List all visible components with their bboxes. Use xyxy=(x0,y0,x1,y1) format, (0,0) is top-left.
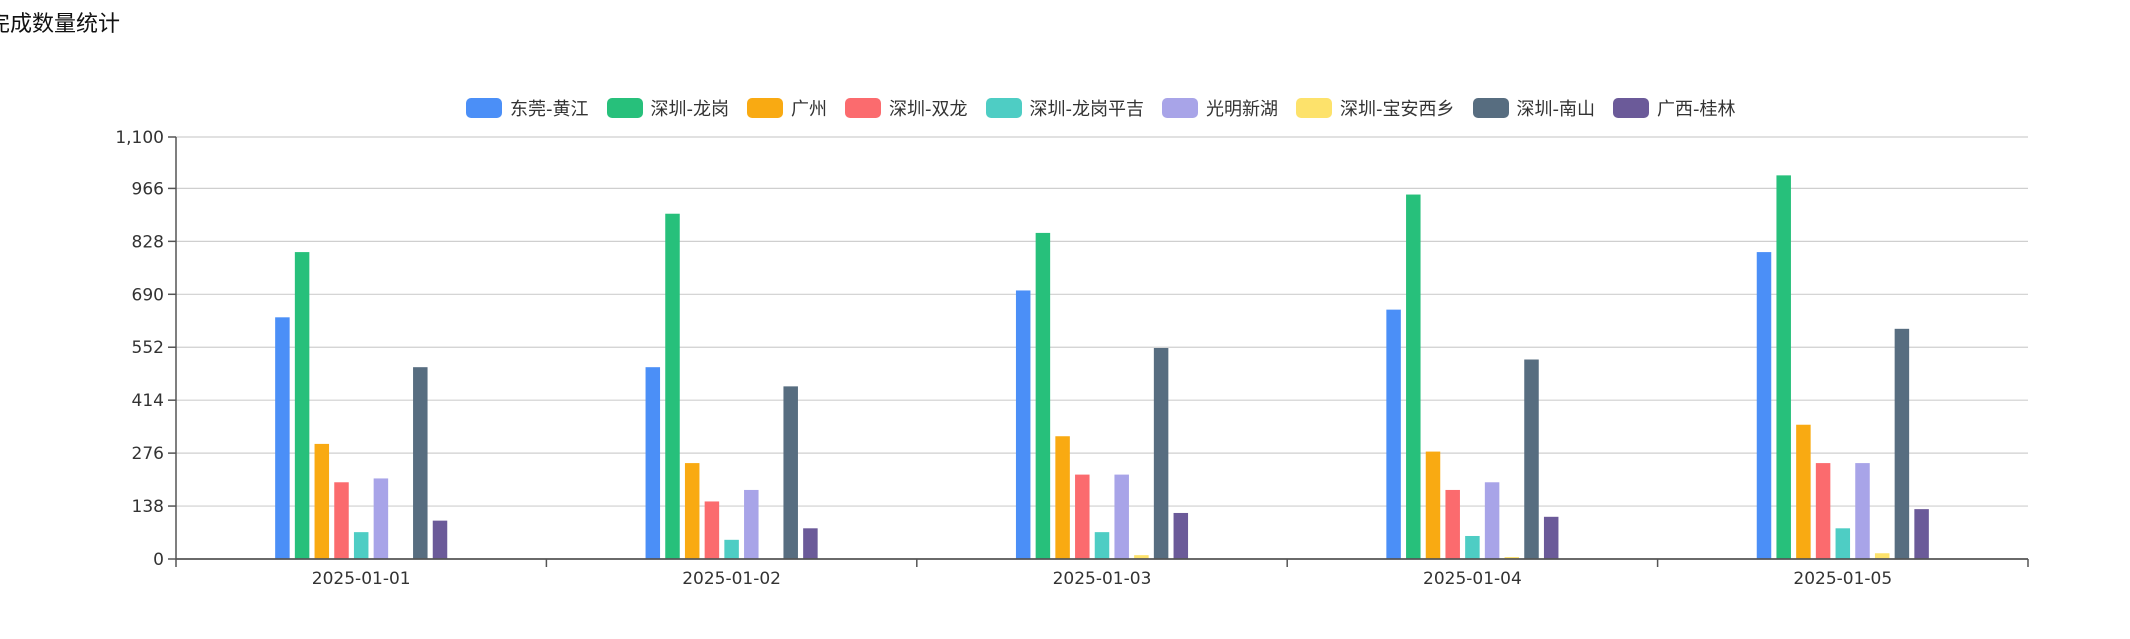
bar[interactable] xyxy=(1015,290,1031,559)
bar[interactable] xyxy=(704,501,720,559)
legend-label: 广西-桂林 xyxy=(1657,99,1736,120)
bar[interactable] xyxy=(1874,553,1890,559)
bar[interactable] xyxy=(1465,535,1480,559)
bars xyxy=(275,175,1929,559)
bar[interactable] xyxy=(1543,516,1559,559)
x-tick-label: 2025-01-01 xyxy=(312,569,411,589)
bar[interactable] xyxy=(432,520,448,559)
page-title: 完成数量统计 xyxy=(0,12,121,37)
bar[interactable] xyxy=(1094,532,1110,559)
bar[interactable] xyxy=(353,532,369,559)
bar[interactable] xyxy=(1406,194,1421,559)
legend-swatch xyxy=(1472,98,1509,118)
bar[interactable] xyxy=(1386,309,1401,559)
legend-item[interactable]: 深圳-龙岗 xyxy=(606,95,730,121)
bar[interactable] xyxy=(1914,509,1929,559)
bar[interactable] xyxy=(665,213,680,559)
bar[interactable] xyxy=(724,539,739,559)
y-tick-label: 0 xyxy=(153,550,164,570)
y-tick-label: 414 xyxy=(132,391,164,411)
legend-swatch xyxy=(1162,98,1198,118)
bar[interactable] xyxy=(783,386,798,559)
legend-label: 深圳-双龙 xyxy=(889,99,968,120)
legend-swatch xyxy=(845,98,881,118)
bar[interactable] xyxy=(294,252,310,559)
legend-item[interactable]: 深圳-龙岗平吉 xyxy=(985,95,1145,121)
legend-label: 深圳-龙岗平吉 xyxy=(1029,99,1145,120)
legend-label: 深圳-南山 xyxy=(1516,99,1596,120)
bar[interactable] xyxy=(1425,451,1441,559)
bar[interactable] xyxy=(1894,328,1910,559)
bar[interactable] xyxy=(1114,474,1129,559)
legend-item[interactable]: 广州 xyxy=(747,95,827,121)
bar[interactable] xyxy=(1815,463,1831,559)
legend-item[interactable]: 深圳-宝安西乡 xyxy=(1296,95,1455,121)
legend-label: 深圳-宝安西乡 xyxy=(1340,99,1455,120)
bar[interactable] xyxy=(1796,424,1811,559)
bar[interactable] xyxy=(645,367,661,559)
bar[interactable] xyxy=(684,463,700,559)
bar[interactable] xyxy=(314,443,330,559)
bar[interactable] xyxy=(1055,436,1070,559)
bar[interactable] xyxy=(1035,232,1051,559)
x-tick-label: 2025-01-02 xyxy=(682,569,781,589)
y-tick-label: 138 xyxy=(132,497,164,517)
legend-swatch xyxy=(985,98,1022,118)
grid-lines: 0 138 276 414 552 690 828 966 1,100 xyxy=(115,128,2028,570)
legend-label: 广州 xyxy=(791,99,827,120)
x-tick-label: 2025-01-05 xyxy=(1793,569,1892,589)
x-tick-label: 2025-01-03 xyxy=(1053,569,1152,589)
y-tick-label: 276 xyxy=(132,444,164,464)
legend-swatch xyxy=(606,98,643,118)
bar[interactable] xyxy=(1134,555,1149,559)
y-tick-label: 1,100 xyxy=(115,128,164,148)
chart-legend: 东莞-黄江 深圳-龙岗 广州 深圳-双龙 深圳-龙岗平吉 光明新湖 深圳-宝安西乡 深圳-南山… xyxy=(466,95,1736,121)
legend-label: 东莞-黄江 xyxy=(510,99,589,120)
bar[interactable] xyxy=(1776,175,1791,559)
bar[interactable] xyxy=(373,478,389,559)
y-tick-label: 828 xyxy=(132,232,164,252)
legend-swatch xyxy=(747,98,783,118)
bar[interactable] xyxy=(1075,474,1090,559)
legend-label: 深圳-龙岗 xyxy=(650,99,730,120)
bar[interactable] xyxy=(1524,359,1539,559)
bar[interactable] xyxy=(803,528,818,559)
legend-item[interactable]: 广西-桂林 xyxy=(1613,95,1736,121)
y-tick-label: 690 xyxy=(132,285,164,305)
legend-item[interactable]: 光明新湖 xyxy=(1162,95,1278,121)
axes: 2025-01-01 2025-01-02 2025-01-03 2025-01-04… xyxy=(175,137,2029,589)
bar[interactable] xyxy=(1484,482,1500,559)
bar[interactable] xyxy=(413,367,428,559)
bar[interactable] xyxy=(1855,463,1870,559)
bar[interactable] xyxy=(1153,348,1169,559)
y-tick-label: 966 xyxy=(132,179,164,199)
bar[interactable] xyxy=(1445,489,1460,559)
legend-swatch xyxy=(1296,98,1332,118)
x-tick-label: 2025-01-04 xyxy=(1423,569,1522,589)
bar[interactable] xyxy=(1504,557,1520,559)
bar[interactable] xyxy=(334,482,349,559)
legend-swatch xyxy=(1613,98,1649,118)
bar[interactable] xyxy=(744,489,759,559)
bar[interactable] xyxy=(275,317,290,559)
bar[interactable] xyxy=(1756,252,1772,559)
bar[interactable] xyxy=(1173,512,1189,559)
legend-label: 光明新湖 xyxy=(1206,99,1278,120)
legend-item[interactable]: 东莞-黄江 xyxy=(466,95,589,121)
legend-item[interactable]: 深圳-双龙 xyxy=(845,95,968,121)
y-tick-label: 552 xyxy=(132,338,164,358)
bar[interactable] xyxy=(1835,528,1851,559)
legend-swatch xyxy=(466,98,502,118)
legend-item[interactable]: 深圳-南山 xyxy=(1472,95,1596,121)
